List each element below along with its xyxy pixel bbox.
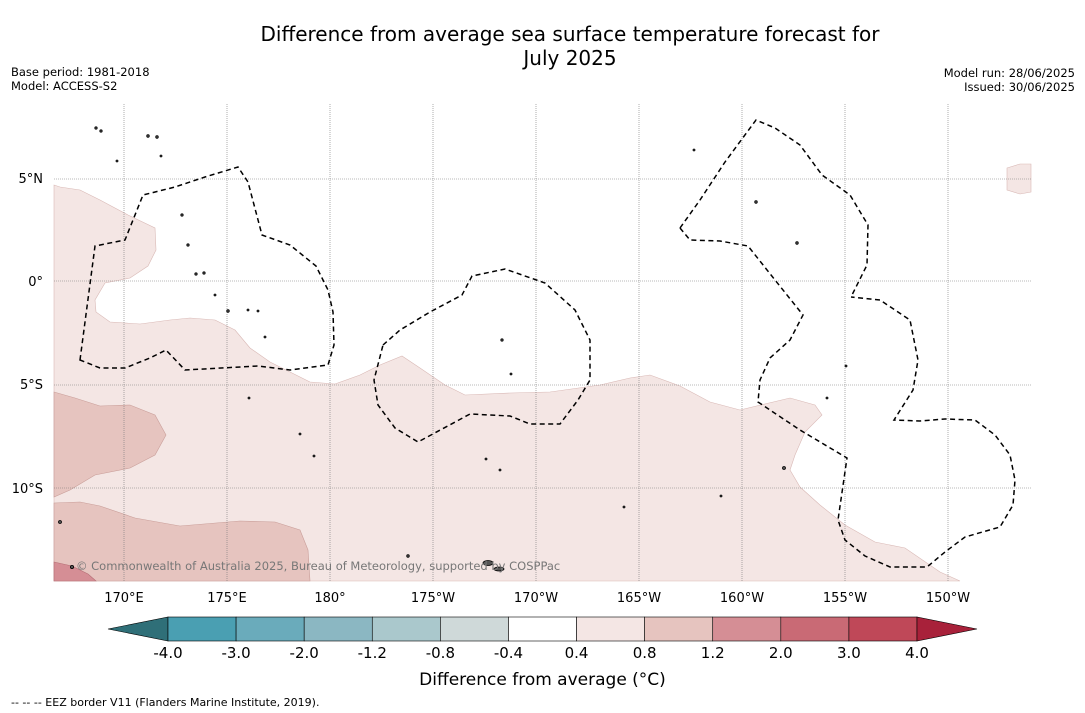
- colorbar-tick-label: 3.0: [837, 644, 861, 662]
- copyright-text: © Commonwealth of Australia 2025, Bureau…: [76, 559, 560, 573]
- lat-label-5n: 5°N: [19, 172, 44, 187]
- lon-label-175e: 175°E: [207, 591, 247, 606]
- issued-text: Issued: 30/06/2025: [964, 80, 1075, 94]
- colorbar-tick-label: 0.4: [565, 644, 589, 662]
- eez-border-east-north: [679, 119, 869, 298]
- longitude-labels: 170°E 175°E 180° 175°W 170°W 165°W 160°W…: [104, 591, 970, 606]
- colorbar-segment: [167, 616, 237, 642]
- eez-footnote: -- -- -- EEZ border V11 (Flanders Marine…: [11, 696, 320, 709]
- model-text: Model: ACCESS-S2: [11, 79, 118, 93]
- colorbar-tick-label: -3.0: [221, 644, 250, 662]
- lon-label-175w: 175°W: [411, 591, 455, 606]
- title-line-2: July 2025: [523, 46, 617, 70]
- lat-label-10s: 10°S: [12, 482, 43, 497]
- colorbar-tick-label: -2.0: [290, 644, 319, 662]
- anomaly-region-strong: [53, 561, 97, 582]
- anomaly-region-medium-south: [53, 501, 311, 582]
- colorbar-extend-low: [107, 616, 169, 642]
- colorbar-segment: [508, 616, 577, 642]
- colorbar-segment: [235, 616, 305, 642]
- eez-border-west: [79, 166, 335, 371]
- colorbar-segment: [440, 616, 509, 642]
- latitude-labels: 5°N 0° 5°S 10°S: [12, 172, 43, 497]
- lon-label-150w: 150°W: [926, 591, 970, 606]
- metadata-left: Base period: 1981-2018 Model: ACCESS-S2: [11, 65, 150, 93]
- colorbar-tick-labels: -4.0 -3.0 -2.0 -1.2 -0.8 -0.4 0.4 0.8 1.2 2.0 3.0 4…: [153, 644, 929, 662]
- colorbar-segment: [644, 616, 714, 642]
- lon-label-180: 180°: [314, 591, 345, 606]
- colorbar-label: Difference from average (°C): [419, 670, 666, 690]
- colorbar-segment: [371, 616, 441, 642]
- colorbar-tick-label: 0.8: [633, 644, 657, 662]
- base-period-text: Base period: 1981-2018: [11, 65, 150, 79]
- eez-borders: [79, 119, 1016, 568]
- chart-title: Difference from average sea surface temp…: [0, 22, 1085, 70]
- colorbar-tick-label: -4.0: [153, 644, 182, 662]
- lon-label-155w: 155°W: [823, 591, 867, 606]
- lon-label-170e: 170°E: [104, 591, 144, 606]
- graticule: [54, 104, 1031, 581]
- lon-label-165w: 165°W: [617, 591, 661, 606]
- colorbar: [107, 616, 978, 642]
- colorbar-segment: [780, 616, 850, 642]
- anomaly-region-medium-west: [53, 391, 167, 498]
- lon-label-160w: 160°W: [720, 591, 764, 606]
- lat-label-5s: 5°S: [20, 378, 43, 393]
- colorbar-extend-high: [916, 616, 978, 642]
- colorbar-tick-label: -0.8: [426, 644, 455, 662]
- model-run-text: Model run: 28/06/2025: [943, 66, 1075, 80]
- eez-border-central: [373, 268, 591, 443]
- colorbar-segment: [576, 616, 645, 642]
- colorbar-segment: [303, 616, 373, 642]
- eez-border-east-mid: [679, 227, 1016, 568]
- lon-label-170w: 170°W: [514, 591, 558, 606]
- colorbar-tick-label: 2.0: [769, 644, 793, 662]
- title-line-1: Difference from average sea surface temp…: [260, 22, 880, 46]
- colorbar-segment: [712, 616, 782, 642]
- metadata-right: Model run: 28/06/2025 Issued: 30/06/2025: [944, 66, 1075, 94]
- anomaly-region-light: [53, 184, 961, 582]
- colorbar-tick-label: 1.2: [701, 644, 725, 662]
- islands: [58, 126, 848, 572]
- colorbar-tick-label: -0.4: [494, 644, 523, 662]
- lat-label-0: 0°: [28, 275, 43, 290]
- colorbar-tick-label: 4.0: [905, 644, 929, 662]
- colorbar-tick-label: -1.2: [358, 644, 387, 662]
- colorbar-segment: [848, 616, 918, 642]
